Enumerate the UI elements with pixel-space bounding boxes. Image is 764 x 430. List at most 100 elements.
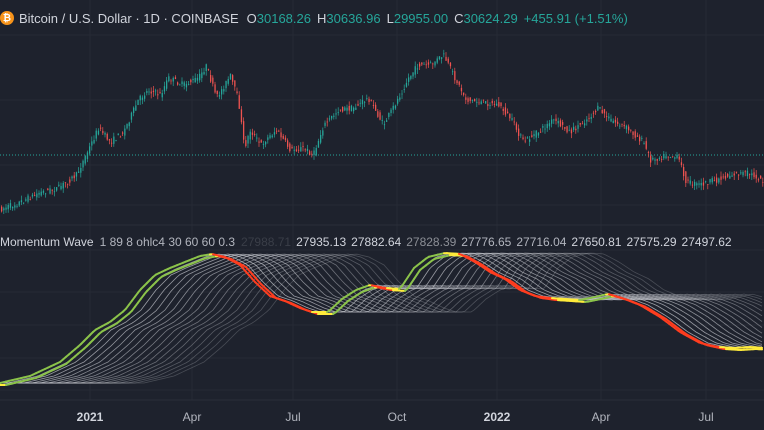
- candle-body: [720, 176, 722, 180]
- candle-body: [610, 118, 612, 122]
- candle-body: [313, 150, 315, 155]
- candle-body: [317, 140, 320, 148]
- candle-body: [223, 89, 225, 92]
- candle-body: [203, 72, 205, 75]
- candle-body: [482, 99, 485, 101]
- candle-body: [82, 160, 84, 168]
- candle-body: [401, 93, 403, 95]
- candle-body: [487, 104, 489, 107]
- candle-body: [346, 107, 348, 111]
- candle-body: [504, 107, 507, 115]
- candle-body: [232, 75, 234, 82]
- candle-body: [628, 126, 630, 131]
- open-label: O: [246, 10, 257, 26]
- candle-body: [1, 206, 3, 212]
- ribbon-line: [0, 252, 763, 384]
- momentum-lead-lines: [0, 252, 763, 386]
- candle-body: [207, 69, 210, 70]
- candle-body: [236, 91, 238, 94]
- candle-body: [361, 99, 364, 105]
- candle-body: [262, 144, 265, 145]
- candle-body: [260, 140, 262, 143]
- candle-body: [353, 107, 355, 112]
- symbol-title[interactable]: Bitcoin / U.S. Dollar · 1D · COINBASE: [19, 10, 239, 26]
- candle-body: [258, 141, 260, 143]
- candle-body: [738, 174, 740, 176]
- candle-body: [427, 62, 430, 65]
- ribbon-line: [0, 252, 763, 384]
- candle-body: [614, 119, 617, 123]
- bitcoin-icon: ₿: [0, 11, 14, 25]
- close-label: C: [454, 10, 464, 26]
- candle-body: [555, 118, 557, 122]
- candle-body: [192, 78, 194, 81]
- candle-body: [636, 135, 639, 137]
- indicator-value: 27828.39: [406, 235, 457, 249]
- candle-body: [665, 156, 667, 159]
- candle-body: [86, 152, 89, 159]
- candle-body: [342, 106, 344, 112]
- candle-body: [205, 64, 207, 71]
- candle-body: [449, 62, 452, 67]
- candle-body: [562, 122, 564, 125]
- candle-body: [432, 63, 434, 65]
- candle-body: [676, 154, 678, 158]
- candle-body: [443, 53, 445, 55]
- candle-body: [711, 178, 713, 183]
- candle-body: [40, 191, 42, 196]
- candle-body: [75, 172, 78, 177]
- candle-body: [603, 109, 606, 114]
- candle-body: [507, 111, 509, 114]
- candle-body: [412, 72, 414, 77]
- candle-body: [533, 134, 535, 137]
- candle-body: [177, 82, 179, 85]
- candle-body: [746, 170, 749, 177]
- candle-body: [309, 151, 311, 156]
- candle-body: [553, 119, 555, 121]
- candle-body: [38, 192, 40, 195]
- candle-body: [3, 208, 5, 211]
- candle-body: [113, 136, 115, 144]
- indicator-title[interactable]: Momentum Wave: [0, 235, 94, 249]
- candle-body: [84, 156, 86, 164]
- candle-body: [485, 101, 487, 104]
- candle-body: [23, 202, 25, 204]
- candle-body: [445, 56, 447, 61]
- candle-body: [102, 130, 104, 134]
- candle-body: [227, 79, 229, 84]
- candle-body: [364, 101, 366, 103]
- candle-body: [566, 126, 568, 133]
- candle-body: [119, 136, 122, 138]
- candle-body: [731, 175, 733, 177]
- candle-body: [573, 126, 575, 130]
- candle-body: [687, 179, 689, 181]
- candle-body: [295, 149, 298, 152]
- candle-body: [557, 120, 559, 124]
- candle-body: [89, 146, 91, 154]
- grid-lines: [0, 0, 764, 400]
- candle-body: [243, 121, 245, 140]
- candle-body: [344, 107, 346, 111]
- candle-body: [570, 129, 573, 134]
- candle-body: [34, 194, 36, 196]
- candle-body: [152, 90, 155, 93]
- candle-body: [403, 89, 405, 90]
- candle-body: [698, 183, 700, 185]
- candle-body: [350, 105, 353, 112]
- candle-body: [447, 58, 449, 63]
- indicator-params: 1 89 8 ohlc4 30 60 60 0.3: [99, 235, 236, 249]
- candle-body: [685, 171, 687, 183]
- candle-body: [518, 128, 520, 136]
- high-value: 30636.96: [326, 10, 381, 26]
- candle-body: [460, 87, 463, 92]
- candle-body: [656, 158, 658, 161]
- candle-body: [414, 66, 416, 75]
- candle-body: [689, 180, 691, 184]
- candle-body: [458, 81, 460, 85]
- candle-body: [590, 117, 592, 119]
- candle-body: [498, 101, 500, 107]
- candle-body: [381, 119, 383, 121]
- candle-body: [762, 181, 764, 183]
- candle-body: [658, 157, 661, 159]
